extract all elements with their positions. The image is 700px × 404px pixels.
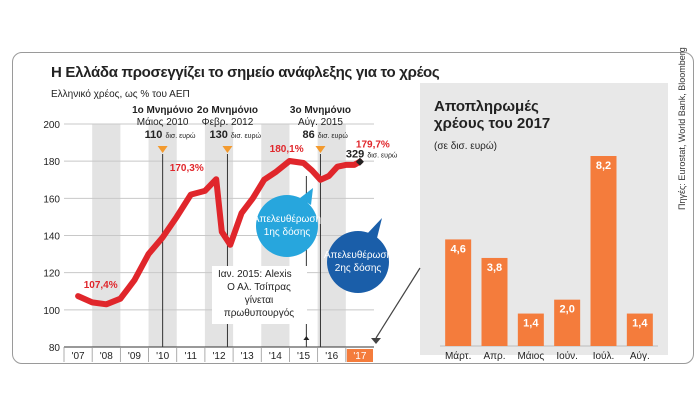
repayments-title: Αποπληρωμές χρέους του 2017: [434, 98, 551, 132]
repayments-subtitle: (σε δισ. ευρώ): [434, 141, 498, 152]
chart-subtitle: Ελληνικό χρέος, ως % του ΑΕΠ: [51, 89, 190, 100]
sources-note: Πηγές: Eurostat, World Bank, Bloomberg: [677, 47, 687, 210]
chart-title: Η Ελλάδα προσεγγίζει το σημείο ανάφλεξης…: [51, 64, 440, 81]
